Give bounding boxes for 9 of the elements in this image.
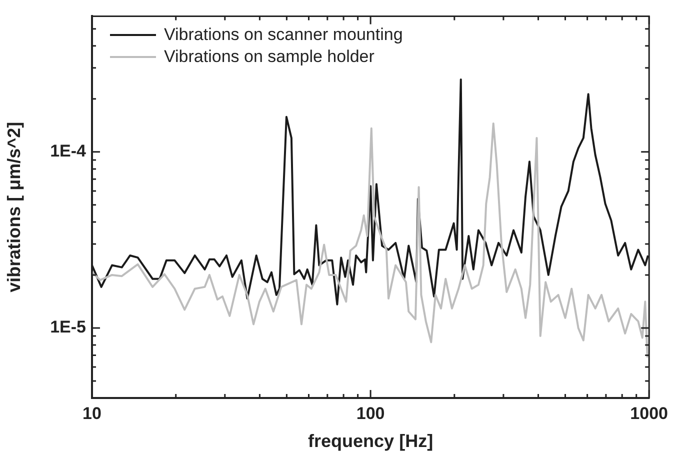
y-tick-label: 1E-4: [50, 142, 87, 161]
x-tick-label: 10: [82, 404, 102, 423]
x-tick-label: 1000: [630, 404, 668, 423]
y-tick-label: 1E-5: [50, 318, 86, 337]
x-tick-label: 100: [356, 404, 385, 423]
legend-label: Vibrations on scanner mounting: [164, 24, 403, 46]
legend-label: Vibrations on sample holder: [164, 46, 374, 68]
x-axis-title: frequency [Hz]: [308, 431, 434, 452]
y-axis-title: vibrations [ μm/s^2]: [4, 122, 24, 292]
